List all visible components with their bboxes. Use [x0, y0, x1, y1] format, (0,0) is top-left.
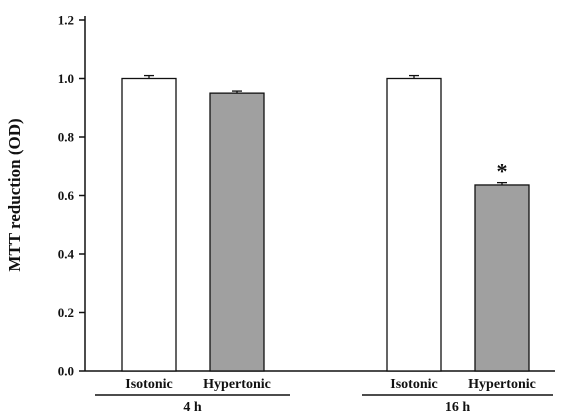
y-tick-label: 0.4	[58, 247, 75, 262]
y-tick-label: 0.0	[58, 364, 74, 379]
group-label: 4 h	[183, 400, 202, 415]
y-tick-label: 0.8	[58, 130, 75, 145]
category-label: Hypertonic	[203, 377, 271, 392]
y-axis-title: MTT reduction (OD)	[5, 118, 24, 271]
bar	[209, 92, 265, 372]
y-tick-label: 1.2	[58, 13, 74, 28]
y-tick-label: 0.6	[58, 188, 75, 203]
bar	[474, 184, 530, 372]
category-label: Isotonic	[125, 377, 172, 392]
bar	[386, 77, 442, 372]
bars: *	[121, 74, 530, 372]
y-tick-label: 1.0	[58, 71, 74, 86]
category-label: Hypertonic	[468, 377, 536, 392]
bar	[121, 77, 177, 372]
category-label: Isotonic	[390, 377, 437, 392]
y-tick-label: 0.2	[58, 305, 74, 320]
group-label: 16 h	[445, 400, 471, 415]
significance-asterisk: *	[497, 159, 508, 184]
